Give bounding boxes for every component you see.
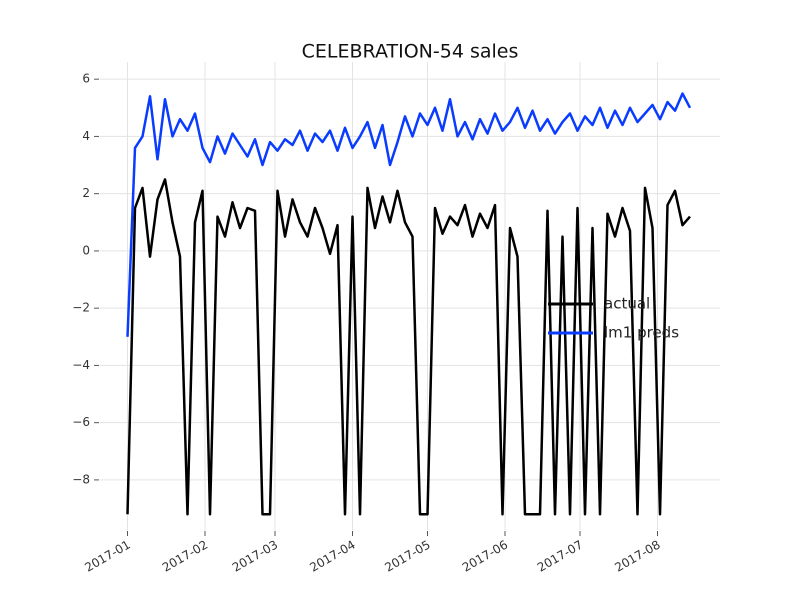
- x-tick-label: 2017-03: [230, 538, 280, 575]
- series-line: [126, 92, 692, 337]
- y-tick-label: −6: [72, 415, 90, 429]
- y-tick-label: 0: [82, 243, 90, 257]
- chart-title: CELEBRATION-54 sales: [302, 41, 519, 63]
- x-tick-label: 2017-05: [382, 538, 432, 575]
- y-tick-label: −4: [72, 358, 90, 372]
- y-tick-label: 6: [82, 72, 90, 86]
- legend-label: lm1 preds: [604, 324, 679, 342]
- x-tick-label: 2017-01: [82, 538, 132, 575]
- y-tick-label: 2: [82, 186, 90, 200]
- x-tick-label: 2017-06: [460, 538, 510, 575]
- x-tick-label: 2017-07: [535, 538, 585, 575]
- legend-label: actual: [604, 295, 650, 313]
- series-line: [126, 178, 691, 516]
- x-tick-label: 2017-08: [612, 538, 662, 575]
- y-tick-label: 4: [82, 129, 90, 143]
- y-tick-label: −2: [72, 301, 90, 315]
- x-tick-label: 2017-04: [307, 538, 357, 575]
- y-tick-label: −8: [72, 472, 90, 486]
- x-tick-label: 2017-02: [160, 538, 210, 575]
